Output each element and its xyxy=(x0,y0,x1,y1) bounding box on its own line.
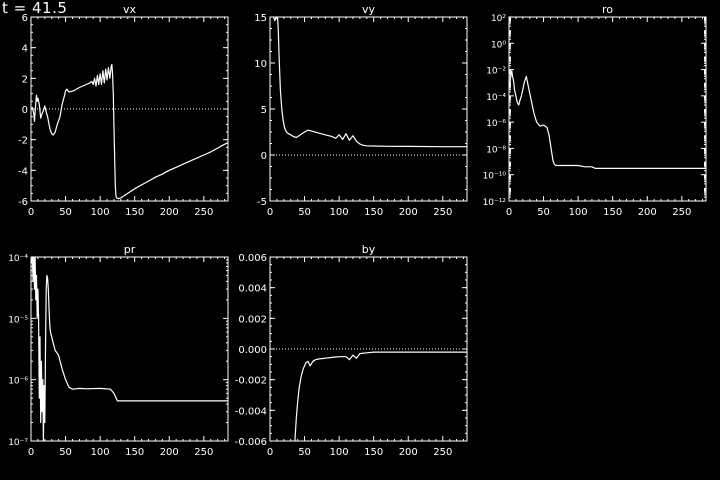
y-tick-label: -0.002 xyxy=(235,376,267,387)
plot-frame xyxy=(269,16,468,202)
panel-pr: pr 0 50 100 150 200 250 10⁻⁷ 10⁻⁶ 10⁻⁵ 10⁻⁴ xyxy=(8,243,229,458)
x-tick-label: 200 xyxy=(638,207,657,218)
chart-title: vx xyxy=(123,3,137,16)
y-tick-label: -6 xyxy=(18,197,28,208)
x-tick-label: 0 xyxy=(28,447,34,458)
x-tick-label: 50 xyxy=(298,447,311,458)
x-tick-label: 150 xyxy=(364,447,383,458)
x-tick-label: 150 xyxy=(364,207,383,218)
chart-title: pr xyxy=(124,243,136,256)
y-tick-label: 10⁻⁷ xyxy=(8,438,28,448)
x-tick-label: 250 xyxy=(433,207,452,218)
panel-by: by 0 50 100 150 200 250 -0.006 -0.004 -0.002 0.000… xyxy=(235,243,468,458)
y-tick-label: 10 xyxy=(254,59,267,70)
x-tick-label: 100 xyxy=(91,207,110,218)
y-tick-label: -0.006 xyxy=(235,437,267,448)
x-tick-label: 50 xyxy=(537,207,550,218)
chart-title: by xyxy=(362,243,376,256)
time-label: t = 41.5 xyxy=(2,0,68,17)
chart-title: ro xyxy=(602,3,613,16)
y-tick-label: 10⁰ xyxy=(491,40,506,50)
data-line-by xyxy=(294,351,467,442)
data-line-pr xyxy=(31,256,228,442)
panel-vx: vx 0 50 100 150 200 250 -6 -4 -2 0 2 4 6 xyxy=(18,3,229,218)
data-line-vy xyxy=(272,16,467,148)
y-tick-label: 2 xyxy=(22,74,28,85)
y-tick-label: 10⁻⁸ xyxy=(486,145,506,155)
y-tick-label: 0.004 xyxy=(238,284,267,295)
chart-title: vy xyxy=(362,3,376,16)
y-tick-label: 10⁻¹² xyxy=(483,198,507,208)
x-tick-label: 100 xyxy=(330,447,349,458)
y-tick-label: 10⁻⁵ xyxy=(8,315,28,325)
x-tick-label: 50 xyxy=(298,207,311,218)
plot-frame xyxy=(30,256,229,442)
x-tick-label: 50 xyxy=(59,447,72,458)
x-tick-label: 0 xyxy=(28,207,34,218)
x-tick-label: 100 xyxy=(330,207,349,218)
x-tick-label: 0 xyxy=(267,207,273,218)
x-tick-label: 200 xyxy=(160,207,179,218)
x-tick-label: 250 xyxy=(194,447,213,458)
y-tick-label: 15 xyxy=(254,13,267,24)
y-tick-label: 10⁻⁴ xyxy=(8,254,28,264)
data-line-vx xyxy=(30,63,229,200)
y-tick-label: 0.000 xyxy=(238,345,267,356)
x-tick-label: 200 xyxy=(399,447,418,458)
y-tick-label: 10⁻² xyxy=(486,67,506,77)
x-tick-label: 50 xyxy=(59,207,72,218)
x-tick-label: 0 xyxy=(506,207,512,218)
x-tick-label: 200 xyxy=(399,207,418,218)
x-tick-label: 100 xyxy=(569,207,588,218)
x-tick-label: 200 xyxy=(160,447,179,458)
y-tick-label: 0.002 xyxy=(238,314,267,325)
x-tick-label: 250 xyxy=(672,207,691,218)
y-tick-label: 0 xyxy=(22,105,28,116)
panel-ro: ro 0 50 100 150 200 250 10⁻¹² 10⁻¹⁰ 10⁻⁸ 10⁻⁶ 10⁻⁴ 1… xyxy=(483,3,707,218)
x-tick-label: 250 xyxy=(433,447,452,458)
y-tick-label: 0.006 xyxy=(238,253,267,264)
y-tick-label: 5 xyxy=(261,105,267,116)
y-tick-label: 0 xyxy=(261,151,267,162)
plot-frame xyxy=(30,16,229,202)
y-tick-label: 10⁻¹⁰ xyxy=(483,172,507,182)
y-tick-label: -2 xyxy=(18,136,28,147)
y-tick-label: 6 xyxy=(22,13,28,24)
plot-frame xyxy=(269,256,468,442)
y-tick-label: -4 xyxy=(18,166,28,177)
x-tick-label: 250 xyxy=(194,207,213,218)
x-tick-label: 150 xyxy=(125,447,144,458)
x-tick-label: 150 xyxy=(603,207,622,218)
y-tick-label: 10⁻⁶ xyxy=(8,377,28,387)
x-tick-label: 150 xyxy=(125,207,144,218)
y-tick-label: 10⁻⁶ xyxy=(486,119,506,129)
plot-frame xyxy=(508,16,707,202)
y-tick-label: 4 xyxy=(22,44,28,55)
data-line-ro xyxy=(508,70,706,169)
y-tick-label: 10⁻⁴ xyxy=(486,93,506,103)
x-tick-label: 0 xyxy=(267,447,273,458)
y-tick-label: 10² xyxy=(491,14,506,24)
y-tick-label: -0.004 xyxy=(235,406,267,417)
y-tick-label: -5 xyxy=(257,197,267,208)
x-tick-label: 100 xyxy=(91,447,110,458)
